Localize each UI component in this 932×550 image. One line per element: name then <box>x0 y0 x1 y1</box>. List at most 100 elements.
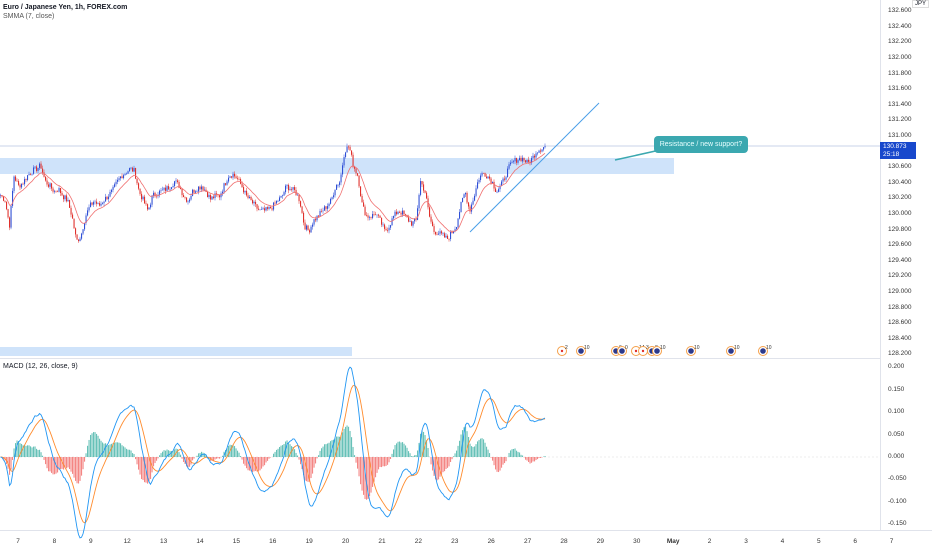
candle <box>106 195 108 201</box>
histogram-bar <box>228 445 230 457</box>
histogram-bar <box>124 447 126 457</box>
currency-label[interactable]: JPY <box>912 0 930 8</box>
candle <box>514 155 516 165</box>
candle <box>154 191 156 198</box>
candle <box>393 215 395 221</box>
resistance-zone[interactable] <box>0 158 674 174</box>
economic-event-icon[interactable]: 10 <box>758 345 772 356</box>
event-count: 10 <box>734 345 740 351</box>
candle <box>378 213 380 218</box>
histogram-bar <box>160 453 162 457</box>
economic-event-icon[interactable]: 10 <box>726 345 740 356</box>
candle <box>177 179 179 184</box>
candle <box>256 204 258 212</box>
economic-event-icon[interactable]: 0 <box>617 345 629 356</box>
histogram-bar <box>25 445 27 457</box>
histogram-bar <box>412 456 414 457</box>
date-label: 21 <box>378 538 386 545</box>
indicator-legend-smma[interactable]: SMMA (7, close) <box>3 13 55 20</box>
candle <box>513 159 515 164</box>
candle <box>25 178 27 183</box>
histogram-bar <box>187 457 189 468</box>
histogram-bar <box>379 457 381 467</box>
histogram-bar <box>157 457 159 459</box>
candle <box>30 172 32 176</box>
symbol-title[interactable]: Euro / Japanese Yen, 1h, FOREX.com <box>3 4 128 11</box>
histogram-bar <box>231 445 233 457</box>
candle <box>55 190 57 193</box>
candle <box>58 186 60 193</box>
candle <box>160 187 162 193</box>
histogram-bar <box>396 443 398 457</box>
histogram-bar <box>294 449 296 457</box>
histogram-bar <box>264 457 266 466</box>
candle <box>151 194 153 208</box>
histogram-bar <box>48 457 50 472</box>
economic-event-icon[interactable]: 2 <box>557 345 569 356</box>
histogram-bar <box>133 454 135 457</box>
price-axis-label: 131.000 <box>888 132 912 139</box>
price-axis[interactable]: 132.600 132.400 132.200 132.000 131.800 131.6… <box>880 0 932 530</box>
histogram-bar <box>508 452 510 457</box>
histogram-bar <box>487 449 489 457</box>
candle <box>10 204 12 230</box>
histogram-bar <box>130 450 132 457</box>
histogram-bar <box>115 442 117 457</box>
histogram-bar <box>234 446 236 457</box>
histogram-bar <box>400 442 402 457</box>
histogram-bar <box>150 457 152 479</box>
histogram-bar <box>297 455 299 457</box>
candle <box>307 224 309 231</box>
candle <box>433 223 435 235</box>
candle <box>183 193 185 198</box>
candle <box>60 187 62 197</box>
histogram-bar <box>265 457 267 463</box>
candle <box>511 158 513 164</box>
candle <box>436 231 438 236</box>
candle <box>432 219 434 227</box>
histogram-bar <box>79 457 81 481</box>
candle <box>196 189 198 193</box>
candle <box>535 151 537 161</box>
indicator-legend-macd[interactable]: MACD (12, 26, close, 9) <box>3 363 78 370</box>
candle <box>507 166 509 178</box>
histogram-bar <box>61 457 63 469</box>
macd-signal-line <box>0 384 546 524</box>
histogram-bar <box>85 453 87 457</box>
candle <box>493 179 495 192</box>
histogram-bar <box>174 449 176 457</box>
candle <box>423 181 425 193</box>
price-axis-label: 129.200 <box>888 272 912 280</box>
histogram-bar <box>354 455 356 457</box>
histogram-bar <box>469 443 471 457</box>
candle <box>495 186 497 193</box>
histogram-bar <box>183 457 185 462</box>
histogram-bar <box>292 447 294 457</box>
economic-event-icon[interactable]: 10 <box>686 345 700 356</box>
candle <box>237 175 239 181</box>
candle <box>318 215 320 218</box>
histogram-bar <box>67 457 69 468</box>
candle <box>442 232 444 236</box>
trend-line[interactable] <box>469 102 600 233</box>
candle <box>397 210 399 215</box>
histogram-bar <box>196 455 198 457</box>
economic-event-icon[interactable]: 10 <box>576 345 590 356</box>
histogram-bar <box>132 453 134 457</box>
candle <box>9 216 11 231</box>
event-count: 3 <box>646 345 649 351</box>
candle <box>306 224 308 232</box>
candle <box>525 159 527 164</box>
histogram-bar <box>489 453 491 457</box>
histogram-bar <box>186 457 188 467</box>
candle <box>288 183 290 194</box>
candle <box>93 200 95 208</box>
economic-event-icon[interactable]: 10 <box>652 345 666 356</box>
candle <box>69 199 71 208</box>
callout-annotation[interactable]: Resistance / new support? <box>654 136 748 153</box>
histogram-bar <box>529 457 531 464</box>
candle <box>141 191 143 203</box>
candle <box>129 167 131 172</box>
candle <box>22 182 24 185</box>
